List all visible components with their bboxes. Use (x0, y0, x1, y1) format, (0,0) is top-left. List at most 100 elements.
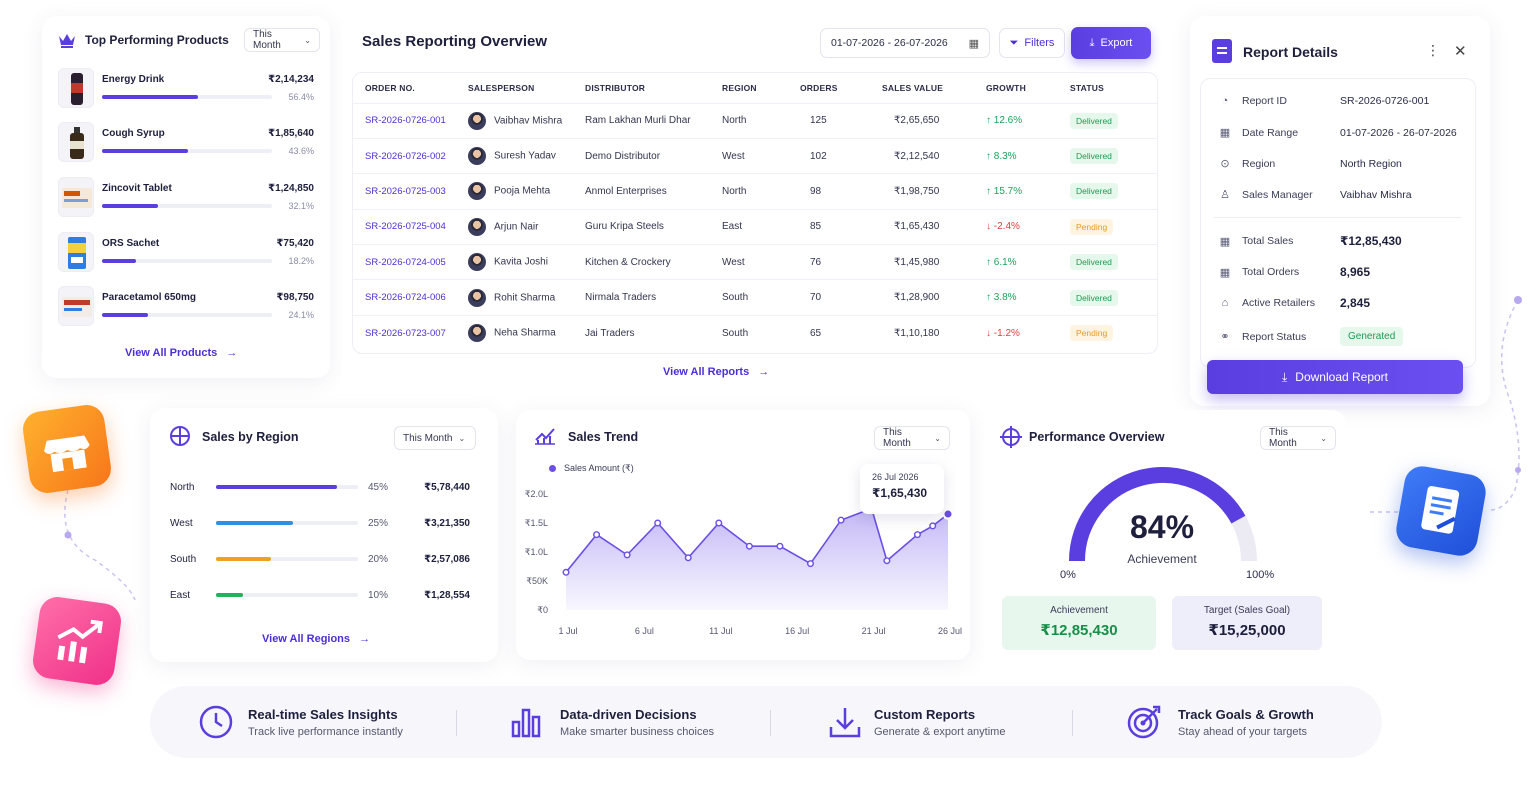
distributor-cell: Jai Traders (585, 314, 722, 351)
region-period-select[interactable]: This Month ⌄ (394, 426, 476, 450)
filters-label: Filters (1024, 37, 1055, 49)
trend-period-select[interactable]: This Month ⌄ (874, 426, 950, 450)
table-row[interactable]: SR-2026-0725-003 Pooja Mehta Anmol Enter… (353, 173, 1157, 210)
region-percent: 45% (368, 482, 389, 493)
date-range-picker[interactable]: 01-07-2026 - 26-07-2026 ▦ (820, 28, 990, 58)
y-tick-label: ₹2.0L (525, 489, 548, 499)
stat-label: Report Status (1242, 330, 1307, 343)
salesperson-name: Rohit Sharma (494, 292, 556, 304)
top-products-period-select[interactable]: This Month ⌄ (244, 28, 320, 52)
document-icon (1212, 39, 1232, 63)
target-box-value: ₹15,25,000 (1208, 622, 1286, 639)
detail-region: ⊙ Region North Region (1218, 157, 1478, 171)
region-cell: West (722, 244, 800, 280)
distributor-cell: Guru Kripa Steels (585, 208, 722, 245)
achievement-gauge (1069, 466, 1257, 562)
product-share-bar (102, 259, 272, 263)
period-label: This Month (403, 432, 453, 444)
top-products-card: Top Performing Products This Month ⌄ Ener… (42, 16, 330, 378)
region-percent: 25% (368, 518, 389, 529)
region-row-north: North 45% ₹5,78,440 (170, 478, 470, 498)
table-row[interactable]: SR-2026-0726-002 Suresh Yadav Demo Distr… (353, 137, 1157, 174)
chevron-down-icon: ⌄ (934, 433, 941, 443)
close-icon[interactable]: ✕ (1454, 43, 1467, 60)
order-number[interactable]: SR-2026-0726-001 (353, 102, 468, 139)
sales-value-cell: ₹2,65,650 (882, 102, 986, 139)
x-tick-label: 1 Jul (558, 626, 577, 636)
product-thumbnail (58, 286, 94, 326)
export-button[interactable]: ⤓ Export (1071, 27, 1151, 59)
product-item[interactable]: ORS Sachet ₹75,420 18.2% (58, 232, 314, 276)
achievement-box-label: Achievement (1050, 605, 1108, 616)
feature-realtime-insights: Real-time Sales Insights Track live perf… (198, 686, 403, 758)
x-tick-label: 11 Jul (709, 626, 732, 636)
feature-bar: Real-time Sales Insights Track live perf… (150, 686, 1382, 758)
data-point (623, 551, 631, 559)
data-point (837, 516, 845, 524)
region-value: ₹1,28,554 (424, 590, 470, 601)
detail-value: SR-2026-0726-001 (1340, 95, 1430, 107)
order-number[interactable]: SR-2026-0725-003 (353, 173, 468, 210)
more-options-icon[interactable]: ⋮ (1426, 42, 1440, 58)
view-all-reports-link[interactable]: View All Reports → (663, 366, 769, 378)
col-salesperson: SALESPERSON (468, 82, 535, 93)
product-share-bar (102, 204, 272, 208)
stat-total-sales: ▦ Total Sales ₹12,85,430 (1218, 234, 1478, 248)
stat-label: Active Retailers (1242, 297, 1315, 309)
product-item[interactable]: Cough Syrup ₹1,85,640 43.6% (58, 122, 314, 166)
data-point (684, 554, 692, 562)
table-row[interactable]: SR-2026-0724-006 Rohit Sharma Nirmala Tr… (353, 279, 1157, 316)
data-point (913, 531, 921, 539)
target-goal-icon (1127, 705, 1161, 739)
view-all-regions-label: View All Regions (262, 633, 351, 645)
salesperson-cell: Pooja Mehta (468, 173, 585, 210)
distributor-cell: Ram Lakhan Murli Dhar (585, 102, 722, 139)
growth-cell: ↑ 3.8% (986, 279, 1070, 316)
order-number[interactable]: SR-2026-0726-002 (353, 137, 468, 174)
order-number[interactable]: SR-2026-0724-005 (353, 244, 468, 280)
table-row[interactable]: SR-2026-0724-005 Kavita Joshi Kitchen & … (353, 244, 1157, 280)
report-details-title: Report Details (1243, 44, 1338, 60)
product-percent: 24.1% (288, 310, 314, 320)
table-row[interactable]: SR-2026-0726-001 Vaibhav Mishra Ram Lakh… (353, 102, 1157, 139)
product-thumbnail (58, 177, 94, 217)
stat-report-status: ⚭ Report Status Generated (1218, 327, 1478, 346)
product-name: Energy Drink (102, 74, 165, 85)
date-range-value: 01-07-2026 - 26-07-2026 (831, 37, 948, 49)
salesperson-name: Neha Sharma (494, 327, 556, 339)
growth-cell: ↑ 8.3% (986, 137, 1070, 174)
filters-button[interactable]: ⏷ Filters (999, 28, 1065, 58)
stat-value: 2,845 (1340, 296, 1371, 310)
product-name: Paracetamol 650mg (102, 292, 196, 303)
growth-cell: ↓ -2.4% (986, 208, 1070, 245)
product-item[interactable]: Energy Drink ₹2,14,234 56.4% (58, 68, 314, 112)
product-percent: 56.4% (288, 92, 314, 102)
stat-value: ₹12,85,430 (1340, 234, 1402, 248)
order-number[interactable]: SR-2026-0724-006 (353, 279, 468, 316)
growth-cell: ↑ 12.6% (986, 102, 1070, 139)
product-item[interactable]: Zincovit Tablet ₹1,24,850 32.1% (58, 177, 314, 221)
region-share-bar (216, 593, 358, 597)
data-point (942, 508, 954, 520)
calendar-icon: ▦ (1219, 127, 1231, 139)
gauge-fill (1069, 466, 1246, 562)
table-row[interactable]: SR-2026-0723-007 Neha Sharma Jai Traders… (353, 314, 1157, 351)
order-number[interactable]: SR-2026-0725-004 (353, 208, 468, 245)
view-all-regions-link[interactable]: View All Regions → (262, 633, 370, 645)
product-item[interactable]: Paracetamol 650mg ₹98,750 24.1% (58, 286, 314, 330)
table-row[interactable]: SR-2026-0725-004 Arjun Nair Guru Kripa S… (353, 208, 1157, 245)
feature-title: Data-driven Decisions (560, 706, 697, 722)
status-cell: Delivered (1070, 137, 1157, 174)
order-number[interactable]: SR-2026-0723-007 (353, 314, 468, 351)
gauge-min-label: 0% (1060, 569, 1076, 581)
distributor-cell: Demo Distributor (585, 137, 722, 174)
product-percent: 18.2% (288, 256, 314, 266)
product-thumbnail (58, 232, 94, 272)
performance-period-select[interactable]: This Month ⌄ (1260, 426, 1336, 450)
download-icon (829, 708, 861, 738)
calendar-icon: ▦ (1219, 266, 1231, 279)
orders-cell: 76 (800, 244, 882, 280)
download-report-button[interactable]: ⤓ Download Report (1207, 360, 1463, 394)
series-area (566, 508, 948, 610)
view-all-products-link[interactable]: View All Products → (125, 347, 237, 359)
